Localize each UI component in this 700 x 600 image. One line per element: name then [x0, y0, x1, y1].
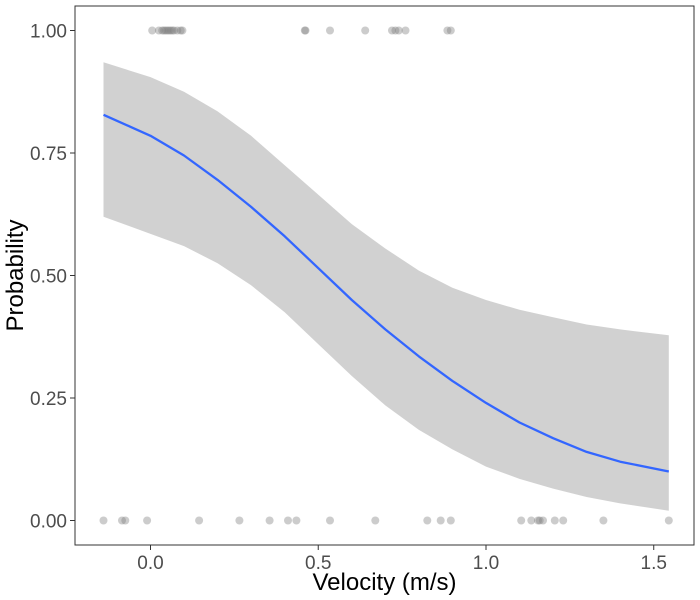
y-tick-label: 0.75	[30, 144, 67, 165]
data-point	[166, 26, 175, 35]
data-point	[173, 26, 182, 35]
data-point	[265, 516, 274, 525]
data-point	[161, 26, 170, 35]
data-point	[292, 516, 301, 525]
data-point	[284, 516, 292, 525]
data-point	[300, 26, 309, 35]
data-point	[371, 516, 380, 525]
data-point	[446, 516, 455, 525]
data-point	[446, 26, 455, 35]
data-point	[401, 26, 410, 35]
data-point	[164, 26, 173, 35]
data-point	[235, 516, 244, 525]
x-axis-title: Velocity (m/s)	[312, 569, 456, 596]
data-point	[154, 26, 163, 35]
data-point	[301, 26, 310, 35]
data-point	[664, 516, 673, 525]
data-point	[559, 516, 568, 525]
data-point	[99, 516, 108, 525]
data-point	[534, 516, 542, 525]
data-point	[599, 516, 608, 525]
data-point	[550, 516, 559, 525]
y-axis-title: Probability	[2, 219, 29, 331]
y-tick-label: 1.00	[30, 22, 67, 43]
data-point	[178, 26, 187, 35]
data-point	[535, 516, 544, 525]
data-points-layer	[99, 26, 673, 525]
y-tick-label: 0.00	[30, 512, 67, 533]
data-point	[158, 26, 167, 35]
fit-line-layer	[103, 113, 670, 473]
data-point	[168, 26, 177, 35]
y-tick-label: 0.25	[30, 389, 67, 410]
data-point	[388, 26, 396, 35]
confidence-band	[103, 62, 669, 511]
data-point	[163, 26, 172, 35]
data-point	[394, 26, 403, 35]
y-axis: 0.00 0.25 0.50 0.75 1.00	[30, 22, 75, 533]
data-point	[176, 26, 185, 35]
data-point	[517, 516, 526, 525]
data-point	[361, 26, 370, 35]
x-tick-label: 1.5	[641, 553, 667, 574]
data-point	[148, 26, 157, 35]
fit-line	[103, 113, 670, 473]
data-point	[443, 26, 452, 35]
data-point	[121, 516, 130, 525]
x-tick-label: 0.0	[137, 553, 163, 574]
data-point	[539, 516, 547, 525]
data-point	[118, 516, 126, 525]
data-point	[159, 26, 168, 35]
data-point	[326, 516, 334, 525]
confidence-band-layer	[103, 62, 669, 511]
data-point	[326, 26, 334, 35]
data-point	[195, 516, 204, 525]
x-tick-label: 0.5	[305, 553, 331, 574]
data-point	[436, 516, 445, 525]
x-axis: 0.0 0.5 1.0 1.5	[137, 545, 667, 574]
x-tick-label: 1.0	[473, 553, 499, 574]
data-point	[170, 26, 178, 35]
data-point	[143, 516, 152, 525]
data-point	[527, 516, 536, 525]
data-point	[391, 26, 400, 35]
y-tick-label: 0.50	[30, 267, 67, 288]
data-point	[423, 516, 432, 525]
